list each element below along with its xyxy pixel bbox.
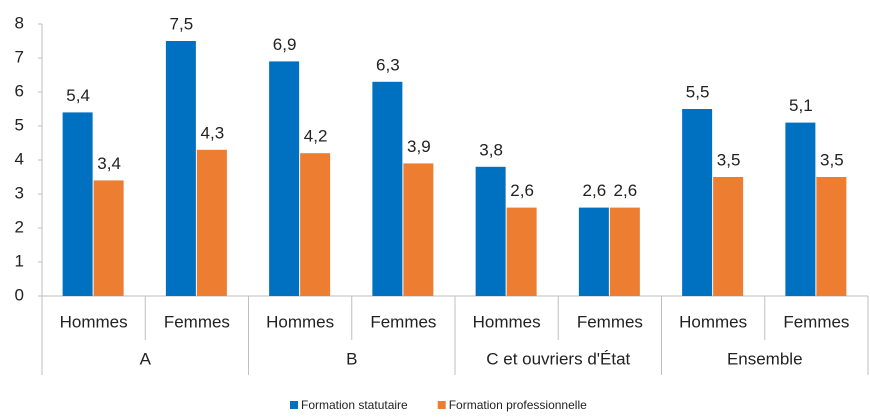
y-tick-label: 5 (15, 115, 24, 134)
x-tick-label: Femmes (370, 312, 436, 331)
x-tick-label: Femmes (783, 312, 849, 331)
data-label: 3,4 (97, 154, 121, 173)
data-label: 5,4 (66, 86, 90, 105)
bar (93, 180, 124, 296)
data-label: 3,5 (820, 150, 844, 169)
x-tick-label: Femmes (577, 312, 643, 331)
data-label: 4,2 (304, 127, 328, 146)
data-label: 3,9 (407, 137, 431, 156)
y-tick-label: 7 (15, 47, 24, 66)
legend-label: Formation professionnelle (449, 398, 587, 412)
legend-swatch (290, 401, 298, 409)
x-tick-label: Hommes (60, 312, 128, 331)
y-tick-label: 2 (15, 217, 24, 236)
bar (506, 207, 537, 296)
x-tick-label: Femmes (164, 312, 230, 331)
bar (682, 109, 713, 296)
y-tick-label: 3 (15, 183, 24, 202)
bar (816, 177, 847, 296)
y-tick-label: 6 (15, 81, 24, 100)
group-label: C et ouvriers d'État (486, 349, 630, 368)
x-tick-label: Hommes (266, 312, 334, 331)
legend-label: Formation statutaire (301, 398, 408, 412)
bar (713, 177, 744, 296)
bar (269, 61, 300, 297)
data-label: 6,3 (376, 55, 400, 74)
legend-swatch (437, 401, 446, 409)
y-tick-label: 1 (15, 251, 24, 270)
data-label: 2,6 (583, 181, 607, 200)
data-label: 6,9 (273, 35, 297, 54)
bar (372, 81, 403, 296)
data-label: 2,6 (614, 181, 638, 200)
data-label: 4,3 (201, 123, 225, 142)
data-label: 2,6 (510, 181, 534, 200)
data-label: 7,5 (170, 14, 194, 33)
bar (300, 153, 331, 296)
bar (475, 166, 506, 296)
bar (785, 122, 816, 296)
bar (165, 41, 196, 296)
bar (609, 207, 640, 296)
group-label: B (346, 349, 357, 368)
bar (403, 163, 434, 296)
y-tick-label: 4 (15, 149, 24, 168)
x-tick-label: Hommes (473, 312, 541, 331)
data-label: 3,8 (479, 140, 503, 159)
data-label: 3,5 (717, 150, 741, 169)
data-label: 5,1 (789, 96, 813, 115)
group-label: Ensemble (727, 349, 803, 368)
bar (196, 149, 227, 296)
data-label: 5,5 (686, 82, 710, 101)
group-label: A (140, 349, 152, 368)
bar (578, 207, 609, 296)
bar (62, 112, 93, 297)
y-tick-label: 0 (15, 285, 24, 304)
x-tick-label: Hommes (679, 312, 747, 331)
y-tick-label: 8 (15, 13, 24, 32)
